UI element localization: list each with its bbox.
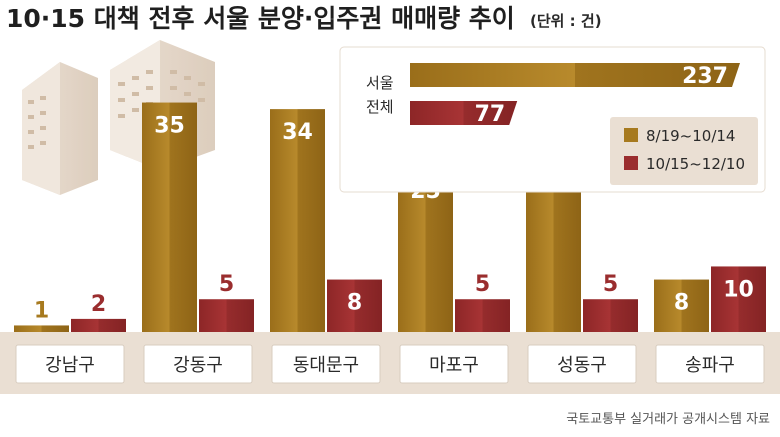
seoul-bar-before xyxy=(410,63,740,87)
seoul-total-inset: 서울 전체 237 77 8/19~10/14 10/15~12/10 xyxy=(339,46,766,193)
bar-after-0 xyxy=(71,318,126,332)
category-label-4: 성동구 xyxy=(557,355,607,376)
seoul-label-line1: 서울 xyxy=(366,74,394,92)
apartment-buildings-illustration xyxy=(22,40,215,195)
bar-value-after-3: 5 xyxy=(475,272,490,297)
inset-bars-layer: 237 77 xyxy=(410,63,740,127)
bar-after-1 xyxy=(199,299,254,332)
seoul-bar-value-after: 77 xyxy=(475,102,506,127)
bar-before-1 xyxy=(142,102,197,332)
category-label-5: 송파구 xyxy=(685,355,735,376)
bar-value-before-2: 34 xyxy=(282,120,313,145)
bar-after-2 xyxy=(327,279,382,332)
category-labels-layer: 강남구 강동구 동대문구 마포구 성동구 송파구 xyxy=(15,344,765,384)
category-box-0 xyxy=(15,344,125,384)
legend-swatch-after xyxy=(624,156,638,170)
bar-before-2 xyxy=(270,109,325,332)
legend-label-after: 10/15~12/10 xyxy=(646,155,745,173)
bar-value-before-0: 1 xyxy=(34,298,49,323)
category-box-5 xyxy=(655,344,765,384)
unit-label: (단위 : 건) xyxy=(530,12,602,30)
bar-after-4 xyxy=(583,299,638,332)
category-label-1: 강동구 xyxy=(173,355,223,376)
bar-value-before-1: 35 xyxy=(154,114,185,139)
bar-after-3 xyxy=(455,299,510,332)
category-box-3 xyxy=(399,344,509,384)
category-box-2 xyxy=(271,344,381,384)
bar-value-after-0: 2 xyxy=(91,292,106,317)
bar-value-after-1: 5 xyxy=(219,272,234,297)
source-note: 국토교통부 실거래가 공개시스템 자료 xyxy=(566,412,770,427)
bars-layer: 12355348255285810 xyxy=(14,102,766,332)
bar-value-after-4: 5 xyxy=(603,272,618,297)
bar-after-5 xyxy=(711,266,766,332)
bar-before-5 xyxy=(654,279,709,332)
seoul-bar-after xyxy=(410,101,518,125)
category-label-3: 마포구 xyxy=(429,355,479,376)
legend-box xyxy=(610,117,758,185)
legend-label-before: 8/19~10/14 xyxy=(646,127,735,145)
chart-title: 10·15 대책 전후 서울 분양·입주권 매매량 추이 xyxy=(6,4,515,33)
category-label-0: 강남구 xyxy=(45,355,95,376)
category-strip xyxy=(0,332,780,394)
seoul-bar-value-before: 237 xyxy=(682,64,728,89)
bar-before-3 xyxy=(398,168,453,332)
bar-before-0 xyxy=(14,325,69,332)
seoul-label-line2: 전체 xyxy=(366,98,394,116)
category-box-4 xyxy=(527,344,637,384)
category-box-1 xyxy=(143,344,253,384)
bar-value-after-2: 8 xyxy=(347,291,362,316)
legend-swatch-before xyxy=(624,128,638,142)
bar-value-before-5: 8 xyxy=(674,291,689,316)
bar-value-after-5: 10 xyxy=(723,277,754,302)
category-label-2: 동대문구 xyxy=(293,355,359,376)
